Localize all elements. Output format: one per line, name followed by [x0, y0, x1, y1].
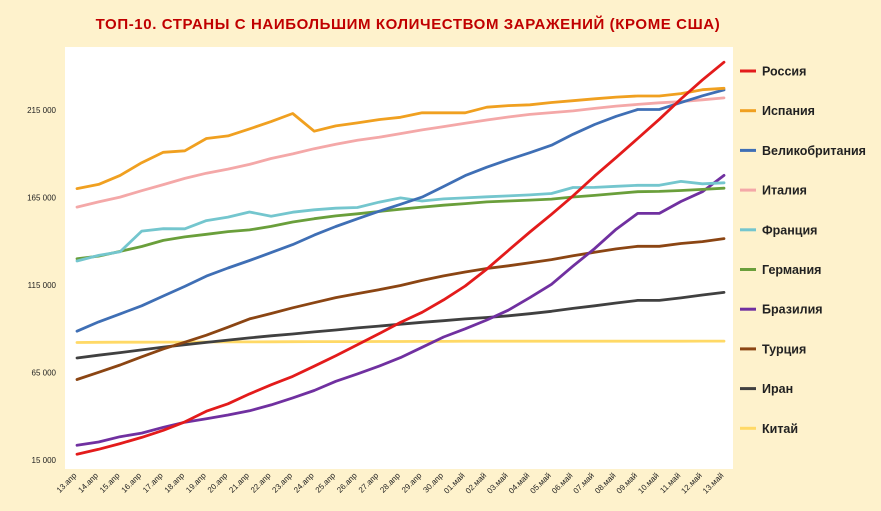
series-line	[75, 86, 726, 191]
x-tick-label: 09.май	[615, 471, 639, 495]
legend-label: Германия	[762, 263, 821, 277]
x-tick-label: 02.май	[464, 471, 488, 495]
x-tick-label: 18.апр	[163, 471, 187, 495]
series-lines	[75, 60, 726, 456]
y-tick-label: 165 000	[27, 194, 56, 203]
x-tick-label: 19.апр	[184, 471, 208, 495]
series-line	[75, 88, 726, 333]
legend-label: Франция	[762, 223, 817, 237]
legend-label: Китай	[762, 422, 798, 436]
legend-label: Испания	[762, 104, 815, 118]
x-tick-label: 22.апр	[249, 471, 273, 495]
x-tick-label: 13.май	[701, 471, 725, 495]
legend-label: Турция	[762, 342, 806, 356]
legend-label: Великобритания	[762, 144, 866, 158]
x-tick-label: 06.май	[550, 471, 574, 495]
chart-title: ТОП-10. СТРАНЫ С НАИБОЛЬШИМ КОЛИЧЕСТВОМ …	[96, 15, 721, 33]
y-tick-label: 15 000	[32, 456, 57, 465]
x-tick-label: 10.май	[636, 471, 660, 495]
legend-label: Россия	[762, 65, 806, 79]
series-line	[75, 339, 726, 344]
x-tick-label: 29.апр	[400, 471, 424, 495]
legend: Россия Испания Великобритания Италия Франция…	[740, 65, 866, 436]
series-line	[75, 237, 726, 381]
series-line	[75, 60, 726, 456]
series-line	[75, 96, 726, 209]
x-tick-label: 08.май	[593, 471, 617, 495]
x-tick-label: 16.апр	[120, 471, 144, 495]
x-axis: 13.апр14.апр15.апр16.апр17.апр18.апр19.а…	[55, 471, 726, 496]
x-tick-label: 17.апр	[141, 471, 165, 495]
x-tick-label: 21.апр	[227, 471, 251, 495]
x-tick-label: 25.апр	[314, 471, 338, 495]
y-tick-label: 215 000	[27, 106, 56, 115]
x-tick-label: 26.апр	[335, 471, 359, 495]
y-tick-label: 115 000	[28, 281, 57, 290]
x-tick-label: 15.апр	[98, 471, 122, 495]
x-tick-label: 20.апр	[206, 471, 230, 495]
x-tick-label: 23.апр	[270, 471, 294, 495]
series-line	[75, 179, 726, 263]
x-tick-label: 24.апр	[292, 471, 316, 495]
x-tick-label: 03.май	[485, 471, 509, 495]
legend-label: Иран	[762, 382, 793, 396]
y-tick-label: 65 000	[32, 369, 57, 378]
x-tick-label: 28.апр	[378, 471, 402, 495]
x-tick-label: 07.май	[572, 471, 596, 495]
x-tick-label: 12.май	[679, 471, 703, 495]
x-tick-label: 13.апр	[55, 471, 79, 495]
x-tick-label: 05.май	[528, 471, 552, 495]
x-tick-label: 01.май	[442, 471, 466, 495]
x-tick-label: 14.апр	[76, 471, 100, 495]
legend-label: Италия	[762, 184, 807, 198]
series-line	[75, 290, 726, 360]
x-tick-label: 30.апр	[421, 471, 445, 495]
legend-label: Бразилия	[762, 303, 823, 317]
y-axis: 15 000 65 000 115 000 165 000 215 000	[27, 106, 56, 465]
x-tick-label: 11.май	[658, 471, 682, 495]
series-line	[75, 186, 726, 261]
x-tick-label: 04.май	[507, 471, 531, 495]
x-tick-label: 27.апр	[357, 471, 381, 495]
